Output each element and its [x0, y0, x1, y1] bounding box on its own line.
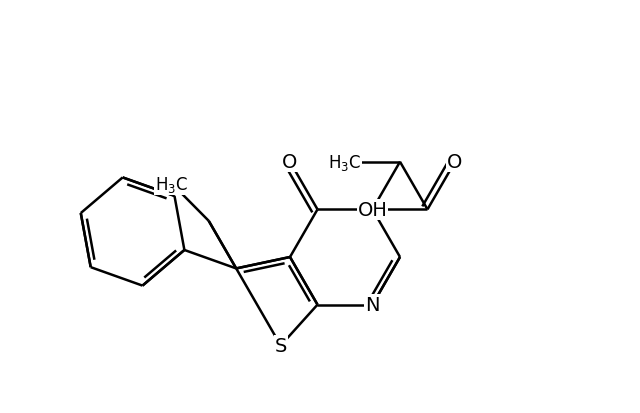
- Text: N: N: [365, 200, 380, 219]
- Text: H$_3$C: H$_3$C: [156, 174, 189, 194]
- Text: O: O: [447, 153, 463, 172]
- Text: H$_3$C: H$_3$C: [328, 152, 362, 172]
- Text: OH: OH: [358, 200, 387, 219]
- Text: O: O: [282, 153, 298, 172]
- Text: N: N: [365, 295, 380, 314]
- Text: S: S: [275, 336, 287, 355]
